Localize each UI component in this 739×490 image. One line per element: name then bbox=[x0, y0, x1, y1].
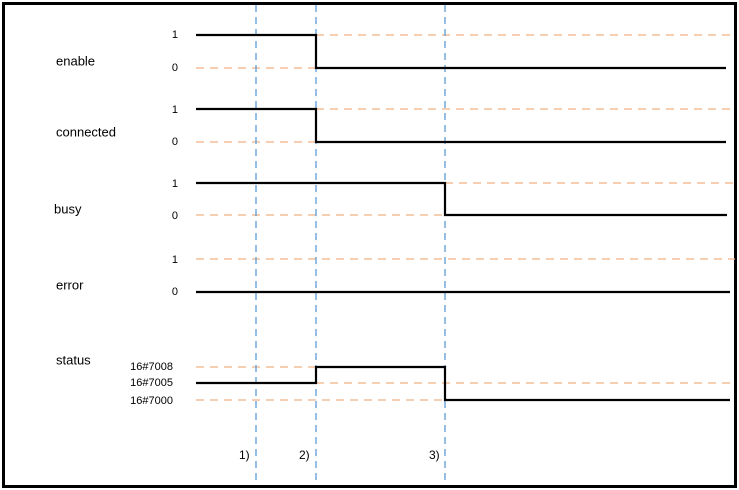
signal-name: status bbox=[56, 352, 91, 367]
level-label: 0 bbox=[172, 62, 178, 74]
busy-wave bbox=[196, 181, 727, 217]
status-wave bbox=[196, 365, 730, 402]
event-marker: 3) bbox=[429, 448, 440, 462]
signal-name: error bbox=[56, 277, 84, 292]
level-label: 16#7005 bbox=[130, 377, 173, 389]
level-label: 0 bbox=[172, 286, 178, 298]
level-label: 16#7008 bbox=[130, 361, 173, 373]
level-label: 1 bbox=[172, 254, 178, 266]
event-marker: 1) bbox=[239, 448, 250, 462]
level-label: 1 bbox=[172, 29, 178, 41]
level-label: 1 bbox=[172, 104, 178, 116]
event-marker: 2) bbox=[299, 448, 310, 462]
signal-name: enable bbox=[56, 53, 95, 68]
level-label: 1 bbox=[172, 178, 178, 190]
level-label: 0 bbox=[172, 210, 178, 222]
event-lines bbox=[255, 5, 446, 485]
connected-wave bbox=[196, 107, 726, 144]
waveforms bbox=[196, 33, 730, 402]
signal-name: busy bbox=[54, 201, 82, 216]
level-label: 0 bbox=[172, 136, 178, 148]
enable-wave bbox=[196, 33, 726, 70]
level-label: 16#7000 bbox=[130, 395, 173, 407]
signal-name: connected bbox=[56, 124, 116, 139]
